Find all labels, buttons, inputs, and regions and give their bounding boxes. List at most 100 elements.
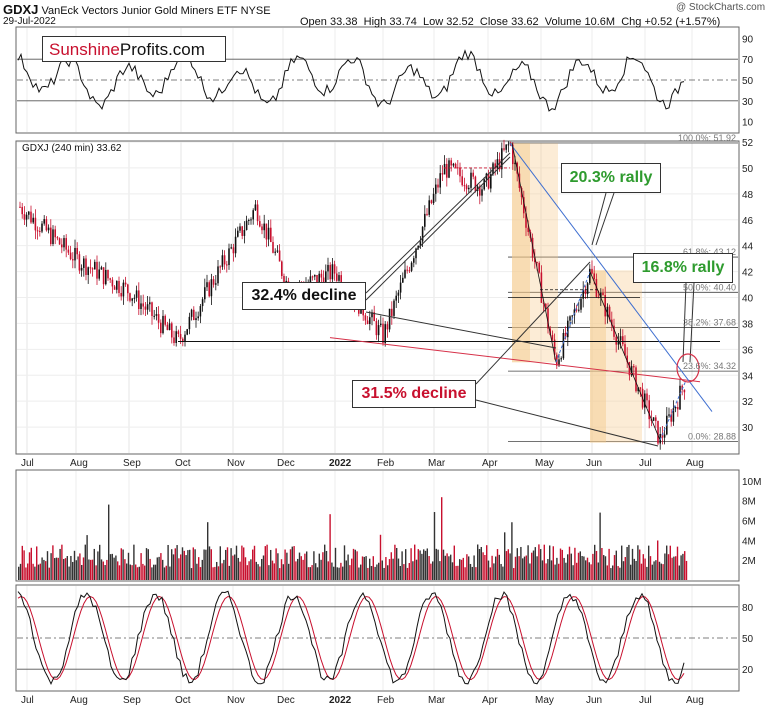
candle-body [318, 273, 320, 284]
candle-body [226, 264, 228, 266]
stoch-k-line [17, 590, 685, 686]
price-tick-label: 34 [742, 371, 754, 382]
volume-bar [273, 563, 275, 580]
stoch-x-label: Nov [227, 695, 245, 706]
candle-body [327, 264, 329, 272]
stoch-x-label: Jul [21, 695, 34, 706]
candle-body [501, 148, 503, 170]
candle-body [100, 267, 103, 270]
price-panel-label: GDXJ (240 min) 33.62 [22, 143, 122, 154]
candle-body [329, 264, 331, 280]
volume-bar [198, 557, 200, 580]
volume-bar [358, 567, 360, 580]
volume-bar [185, 555, 187, 580]
rally2-pointer-a [682, 282, 687, 363]
candle-body [215, 283, 217, 285]
candle-body [538, 262, 540, 273]
volume-bar [662, 564, 664, 580]
volume-bar [507, 549, 509, 580]
candle-body [397, 292, 400, 296]
candle-body [309, 276, 312, 284]
candle-body [461, 176, 463, 186]
volume-bar [234, 554, 236, 580]
candle-body [210, 279, 213, 297]
volume-bar [619, 567, 621, 580]
candle-body [589, 268, 591, 284]
volume-panel-frame [15, 469, 740, 582]
volume-tick-label: 4M [742, 536, 756, 547]
price-x-label: Oct [175, 458, 191, 469]
volume-bar [455, 565, 457, 580]
volume-bar [167, 544, 169, 580]
candle-body [472, 172, 474, 177]
volume-bar [331, 562, 333, 580]
stoch-x-label: Mar [428, 695, 446, 706]
volume-bar [199, 567, 202, 580]
volume-bar [559, 548, 562, 580]
price-tick-label: 46 [742, 216, 754, 227]
volume-bar [595, 550, 598, 580]
volume-bar [57, 557, 59, 580]
volume-bar [50, 553, 52, 580]
high-label: High [363, 16, 387, 28]
volume-bar [529, 563, 531, 580]
candle-body [175, 331, 177, 343]
rsi-tick-label: 30 [742, 97, 754, 108]
candle-body [644, 393, 646, 408]
candle-body [591, 268, 593, 274]
price-panel-frame [15, 140, 740, 455]
candle-body [384, 324, 386, 344]
volume-bar [678, 565, 680, 580]
candle-body [479, 186, 481, 196]
volume-bar [649, 556, 652, 580]
volume-bar [325, 550, 328, 580]
volume-bar [572, 565, 574, 580]
volume-bar [585, 560, 587, 580]
rsi-line [17, 49, 685, 112]
volume-bar [480, 546, 482, 580]
volume-bar [295, 561, 297, 580]
candle-body [386, 324, 389, 330]
volume-bar [88, 559, 90, 580]
volume-bar [349, 565, 351, 580]
candle-body [430, 200, 433, 204]
candle-body [195, 318, 197, 320]
volume-bar [268, 565, 270, 580]
candle-body [155, 314, 158, 316]
volume-bar [32, 563, 34, 580]
volume-bar [248, 561, 250, 580]
candle-body [637, 387, 639, 392]
candle-body [32, 217, 34, 223]
volume-bar [97, 551, 99, 580]
candle-body [679, 385, 681, 410]
volume-bar [432, 561, 434, 580]
candle-body [523, 197, 525, 214]
candle-body [545, 303, 547, 309]
candle-body [28, 211, 30, 215]
volume-bar [73, 550, 76, 580]
volume-bar [345, 560, 347, 580]
volume-bar [628, 544, 630, 580]
rsi-tick-label: 10 [742, 118, 754, 129]
volume-bar [30, 547, 32, 580]
volume-bar [75, 560, 77, 580]
volume-bar [640, 563, 643, 580]
candle-body [393, 300, 395, 316]
volume-bar [676, 546, 679, 580]
candle-body [468, 187, 470, 190]
volume-bar [95, 565, 97, 580]
volume-bar [214, 566, 216, 580]
candle-body [41, 223, 43, 232]
candle-body [371, 312, 373, 318]
volume-bar [372, 556, 374, 580]
volume-tick-label: 2M [742, 556, 756, 567]
candle-body [437, 184, 439, 188]
volume-value: 10.6M [584, 16, 616, 28]
volume-bar [176, 545, 178, 580]
change-label: Chg [621, 16, 642, 28]
volume-bar [165, 565, 167, 580]
volume-bar [46, 551, 49, 580]
stoch-x-label: Feb [377, 695, 395, 706]
stoch-x-label: Jul [639, 695, 652, 706]
volume-bar [151, 567, 153, 580]
